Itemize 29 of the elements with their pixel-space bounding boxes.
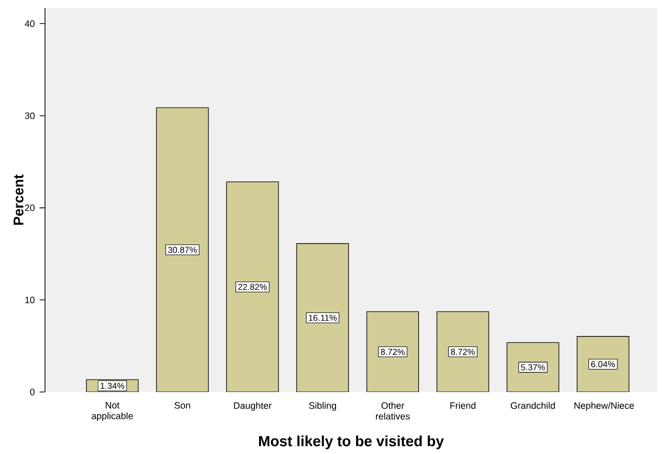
x-tick-label: Friend bbox=[450, 402, 476, 410]
data-label: 30.87% bbox=[168, 246, 197, 254]
y-tick-label: 10 bbox=[25, 296, 35, 304]
x-tick-label: Son bbox=[174, 402, 190, 409]
x-tick-label: Not applicable bbox=[92, 402, 133, 422]
y-axis-title: Percent bbox=[14, 174, 24, 225]
data-label: 8.72% bbox=[450, 348, 475, 356]
data-label: 1.34% bbox=[100, 382, 124, 390]
data-label: 8.72% bbox=[380, 348, 405, 356]
bar bbox=[156, 108, 208, 392]
y-tick-label: 30 bbox=[24, 112, 35, 120]
bar bbox=[576, 336, 630, 392]
x-tick-label: Grandchild bbox=[510, 402, 555, 410]
x-tick-label: Other relatives bbox=[376, 402, 410, 420]
bar bbox=[226, 182, 278, 392]
y-tick-label: 0 bbox=[30, 388, 35, 396]
x-tick-label: Nephew/Niece bbox=[574, 402, 634, 411]
x-tick-label: Sibling bbox=[309, 402, 336, 411]
x-tick-label: Daughter bbox=[234, 402, 272, 411]
y-tick-label: 20 bbox=[25, 204, 35, 212]
data-label: 16.11% bbox=[308, 314, 337, 322]
data-label: 22.82% bbox=[238, 284, 267, 290]
data-label: 6.04% bbox=[591, 361, 615, 368]
data-label: 5.37% bbox=[520, 364, 545, 370]
bar bbox=[366, 312, 419, 392]
bar bbox=[436, 312, 489, 392]
x-axis-title: Most likely to be visited by bbox=[259, 436, 444, 450]
bar bbox=[296, 244, 349, 392]
y-tick-label: 40 bbox=[24, 20, 35, 28]
